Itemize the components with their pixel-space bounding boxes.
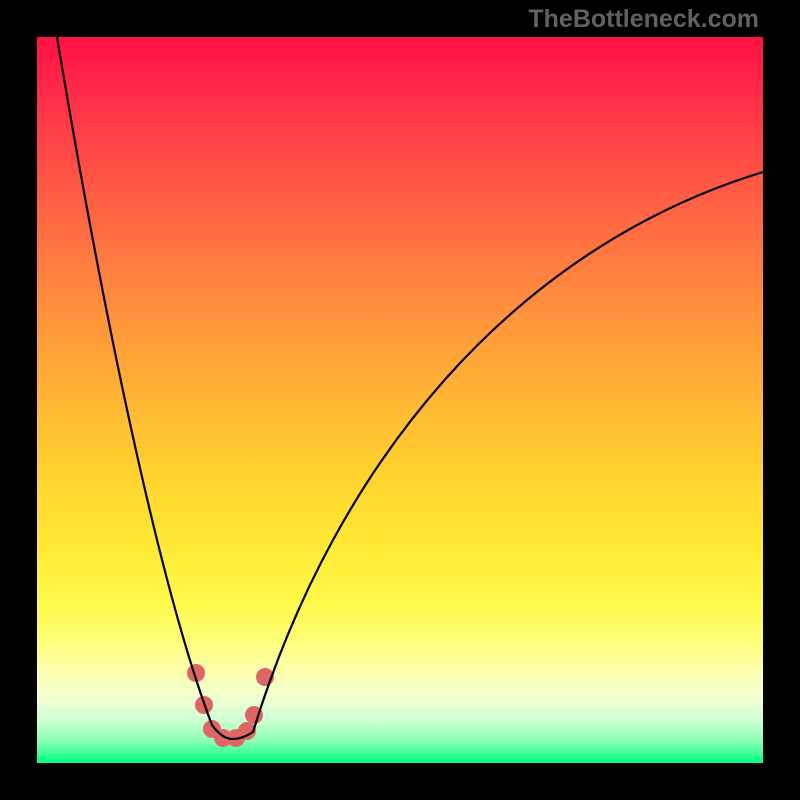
chart-canvas: TheBottleneck.com xyxy=(0,0,800,800)
plot-area xyxy=(37,37,763,763)
bottleneck-curve xyxy=(37,37,763,763)
frame-bottom xyxy=(0,763,800,800)
curve-line xyxy=(57,37,763,739)
frame-left xyxy=(0,0,37,800)
watermark-text: TheBottleneck.com xyxy=(528,5,759,34)
frame-right xyxy=(763,0,800,800)
